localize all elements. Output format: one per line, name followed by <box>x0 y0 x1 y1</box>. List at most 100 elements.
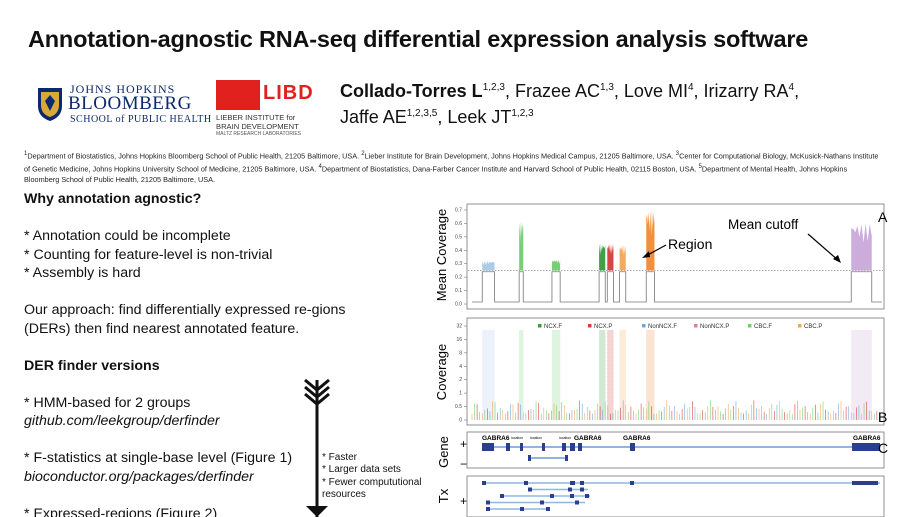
panel-a-ytick-label: 0.0 <box>455 302 462 308</box>
legend-label: NCX.F <box>544 324 562 330</box>
panel-c-minus: − <box>460 457 467 471</box>
exon-block <box>542 443 545 451</box>
panel-b-plot <box>471 329 880 421</box>
panel-b-ytick-label: 8 <box>459 350 462 356</box>
legend-label: CBC.P <box>804 324 822 330</box>
legend-label: NonNCX.F <box>648 324 677 330</box>
exon-block <box>565 455 568 461</box>
transcript-exon <box>528 487 532 492</box>
transcript-exon <box>486 500 490 505</box>
exon-block <box>630 443 635 451</box>
affil-sup: 1 <box>24 150 28 157</box>
versions-heading: DER finder versions <box>24 357 160 374</box>
panel-c: Gene + − GABRA6 location location locati… <box>436 431 888 471</box>
speed-note: * Larger data sets <box>322 464 401 476</box>
panel-c-exons <box>482 443 880 461</box>
panel-b-legend: NCX.F NCX.P NonNCX.F NonNCX.P CBC.F CBC.P <box>538 324 822 330</box>
panel-d-plus: + <box>460 494 467 508</box>
region-highlight <box>607 329 614 421</box>
panel-a-ytick-label: 0.4 <box>455 248 462 254</box>
panel-a-ytick-label: 0.5 <box>455 234 462 240</box>
transcript-exon <box>540 500 544 505</box>
panel-b-ytick-label: 0 <box>459 418 462 424</box>
region-highlight <box>619 329 627 421</box>
coverage-peak <box>551 259 561 271</box>
why-heading: Why annotation agnostic? <box>24 191 202 207</box>
transcript-exon <box>520 507 524 511</box>
exon-block <box>482 443 494 451</box>
speed-note: * Faster <box>322 452 358 463</box>
github-link[interactable]: github.com/leekgroup/derfinder <box>24 413 220 429</box>
coverage-peak <box>646 210 655 271</box>
affil-text: Lieber Institute for Brain Development, … <box>364 151 676 161</box>
exon-block <box>578 443 582 451</box>
gene-small-label: location <box>559 436 571 440</box>
transcript-exon <box>585 494 589 498</box>
bullet: * Annotation could be incomplete <box>24 228 231 244</box>
coverage-peak <box>599 243 606 271</box>
author-sup: 1,2,3 <box>482 82 505 93</box>
bullet: * Counting for feature-level is non-triv… <box>24 246 273 263</box>
approach-text: Our approach: find differentially expres… <box>24 302 346 337</box>
jhu-logo-line2: BLOOMBERG <box>68 93 192 114</box>
legend-label: NCX.P <box>594 324 612 330</box>
affil-text: Department of Biostatistics, Dana-Farber… <box>321 164 699 174</box>
panel-b-ylabel: Coverage <box>434 344 449 400</box>
panel-b-ytick-label: 32 <box>456 324 462 330</box>
coverage-peak <box>482 261 495 271</box>
author-name: Irizarry RA <box>703 81 789 101</box>
panel-b-frame <box>466 317 885 426</box>
panel-a-ylabel: Mean Coverage <box>434 209 449 302</box>
transcript-exon <box>570 481 575 485</box>
affil-sup: 5 <box>698 162 702 170</box>
transcript-exon <box>486 507 490 511</box>
panel-b-ytick-label: 2 <box>459 377 462 383</box>
cutoff-arrow <box>807 233 840 262</box>
affiliations: 1Department of Biostatistics, Johns Hopk… <box>24 149 884 185</box>
cutoff-arrowhead-icon <box>833 255 841 263</box>
panel-a-yticks: 0.0 0.1 0.2 0.3 0.4 0.5 0.6 0.7 <box>455 208 467 308</box>
region-annotation: Region <box>668 236 712 252</box>
region-highlight <box>518 329 524 421</box>
jhu-bloomberg-logo: JOHNS HOPKINS BLOOMBERG SCHOOL of PUBLIC… <box>36 82 211 132</box>
legend-swatch <box>694 324 698 328</box>
author-name: Jaffe AE <box>340 107 407 127</box>
legend-swatch <box>588 324 592 328</box>
legend-label: NonNCX.P <box>700 324 729 330</box>
bullet: * Assembly is hard <box>24 265 141 281</box>
libd-logo-line3: MALTZ RESEARCH LABORATORIES <box>216 131 302 137</box>
libd-logo: LIBD LIEBER INSTITUTE for BRAIN DEVELOPM… <box>216 80 326 137</box>
legend-swatch <box>642 324 646 328</box>
gene-small-label: location <box>511 436 523 440</box>
transcript-exon <box>630 481 634 485</box>
affil-sup: 3 <box>675 150 680 157</box>
region-arrowhead-icon <box>642 251 650 258</box>
author-name: Collado-Torres L <box>340 81 483 101</box>
transcript-exon <box>524 481 528 485</box>
transcript-exon <box>580 481 584 485</box>
exon-block <box>570 443 575 451</box>
transcript-exon <box>568 487 572 492</box>
region-highlight <box>646 329 655 421</box>
panel-c-plus: + <box>460 437 467 451</box>
affil-text: Department of Biostatistics, Johns Hopki… <box>27 151 362 161</box>
transcript-exon <box>852 481 878 485</box>
coverage-peak <box>607 243 614 271</box>
author-sup: 1,2,3 <box>511 108 534 119</box>
panel-d: Tx + <box>436 475 885 517</box>
jhu-logo-line3: SCHOOL of PUBLIC HEALTH <box>70 114 212 125</box>
panel-d-frame <box>466 475 885 517</box>
coverage-baseline <box>472 271 882 303</box>
exon-block <box>562 443 566 451</box>
panel-a-ytick-label: 0.1 <box>455 288 462 294</box>
derfinder-figure: Mean Coverage 0.0 0.1 0.2 0.3 0.4 0.5 0.6 0.7 A… <box>434 203 888 517</box>
coverage-peak <box>851 223 872 271</box>
transcript-exon <box>575 500 579 505</box>
bioconductor-link[interactable]: bioconductor.org/packages/derfinder <box>24 468 254 485</box>
left-column: Why annotation agnostic? * Annotation co… <box>24 190 354 517</box>
speed-note: * Fewer compututional resources <box>322 476 422 501</box>
panel-a-ytick-label: 0.7 <box>455 208 462 214</box>
panel-b: Coverage 0 0.5 1 2 4 8 16 32 NCX.F NCX.P NonNCX.F… <box>434 317 887 426</box>
panel-b-ytick-label: 4 <box>459 364 462 370</box>
gene-label: GABRA6 <box>853 435 881 442</box>
